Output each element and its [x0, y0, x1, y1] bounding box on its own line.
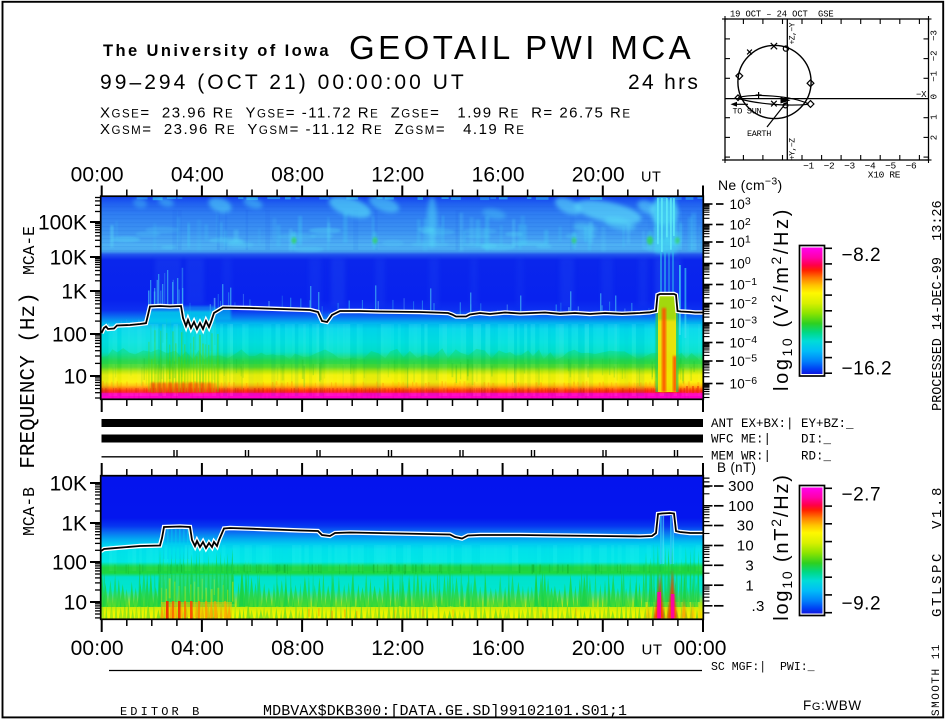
svg-text:00:00: 00:00: [71, 164, 124, 187]
svg-text:MCA-B: MCA-B: [20, 487, 39, 536]
svg-text:100: 100: [52, 323, 87, 346]
svg-text:EDITOR B: EDITOR B: [120, 705, 202, 719]
svg-text:04:00: 04:00: [171, 164, 224, 187]
svg-text:100K: 100K: [38, 211, 87, 234]
svg-text:SMOOTH 11: SMOOTH 11: [931, 643, 943, 716]
svg-text:−4: −4: [865, 161, 876, 172]
svg-text:1: 1: [930, 114, 940, 119]
svg-text:−2: −2: [824, 161, 835, 172]
svg-text:0: 0: [930, 94, 940, 99]
svg-text:300: 300: [728, 478, 754, 495]
svg-text:−2.7: −2.7: [842, 485, 882, 506]
svg-text:MEM WR:| RD:_: MEM WR:| RD:_: [711, 450, 832, 464]
svg-text:X10 RE: X10 RE: [868, 170, 901, 181]
svg-text:08:00: 08:00: [271, 637, 324, 660]
svg-text:16:00: 16:00: [472, 164, 525, 187]
svg-text:24 hrs: 24 hrs: [628, 71, 700, 94]
svg-text:1K: 1K: [61, 280, 87, 303]
svg-text:FG:WBW: FG:WBW: [803, 698, 862, 713]
svg-text:XGSM= 23.96 RE YGSM= -11.12: XGSM= 23.96 RE YGSM= -11.12 RE ZGSM= 4.1…: [100, 121, 525, 138]
svg-text:3: 3: [745, 558, 754, 575]
svg-text:MCA-E: MCA-E: [20, 226, 39, 275]
svg-text:PROCESSED 14-DEC-99 13:26: PROCESSED 14-DEC-99 13:26: [931, 200, 945, 411]
svg-text:EARTH: EARTH: [747, 129, 771, 139]
svg-text:30: 30: [737, 518, 754, 535]
svg-text:.3: .3: [752, 598, 765, 615]
svg-text:log10 (nT2/Hz): log10 (nT2/Hz): [768, 473, 795, 621]
svg-text:−9.2: −9.2: [842, 594, 882, 615]
svg-text:16:00: 16:00: [472, 637, 525, 660]
svg-text:12:00: 12:00: [371, 637, 424, 660]
svg-text:−5: −5: [885, 161, 896, 172]
svg-text:−3: −3: [930, 30, 940, 41]
svg-text:20:00: 20:00: [572, 164, 625, 187]
svg-text:−16.2: −16.2: [842, 358, 893, 379]
svg-text:B (nT): B (nT): [717, 460, 756, 475]
svg-text:−2: −2: [930, 50, 940, 61]
svg-text:99–294 (OCT 21) 00:00:00 UT: 99–294 (OCT 21) 00:00:00 UT: [100, 71, 467, 94]
svg-text:10K: 10K: [50, 472, 87, 495]
svg-text:08:00: 08:00: [271, 164, 324, 187]
svg-text:GTLSPC V1.8: GTLSPC V1.8: [930, 485, 945, 617]
svg-text:10: 10: [737, 538, 754, 555]
svg-text:00:00: 00:00: [673, 637, 726, 660]
svg-text:20:00: 20:00: [572, 637, 625, 660]
svg-text:−6: −6: [906, 161, 917, 172]
svg-text:−X: −X: [916, 90, 927, 100]
svg-text:MDBVAX$DKB300:[DATA.GE.SD]9910: MDBVAX$DKB300:[DATA.GE.SD]99102101.S01;1: [263, 703, 627, 720]
svg-text:−1: −1: [803, 161, 814, 172]
svg-text:SC MGF:| PWI:_: SC MGF:| PWI:_: [711, 661, 815, 674]
svg-text:The University of Iowa: The University of Iowa: [103, 42, 331, 60]
svg-text:1K: 1K: [61, 512, 87, 535]
svg-text:2: 2: [930, 135, 940, 140]
svg-text:+Z,−Y: +Z,−Y: [789, 22, 798, 44]
svg-text:00:00: 00:00: [71, 637, 124, 660]
svg-text:−3: −3: [844, 161, 855, 172]
svg-text:10: 10: [64, 591, 87, 614]
svg-text:UT: UT: [642, 642, 663, 659]
svg-text:19 OCT – 24 OCT GSE: 19 OCT – 24 OCT GSE: [730, 10, 834, 20]
svg-text:TO SUN: TO SUN: [733, 107, 762, 117]
svg-text:−1: −1: [930, 71, 940, 82]
svg-text:+Y,−Z: +Y,−Z: [789, 138, 798, 160]
svg-text:UT: UT: [641, 170, 661, 186]
svg-text:10K: 10K: [50, 246, 87, 269]
svg-text:1: 1: [745, 577, 754, 594]
svg-text:100: 100: [52, 551, 87, 574]
svg-text:GEOTAIL PWI MCA: GEOTAIL PWI MCA: [349, 29, 694, 66]
svg-text:XGSE= 23.96 RE YGSE= -11.72: XGSE= 23.96 RE YGSE= -11.72 RE ZGSE= 1.9…: [100, 105, 632, 122]
svg-text:12:00: 12:00: [371, 164, 424, 187]
svg-text:ANT EX+BX:| EY+BZ:_: ANT EX+BX:| EY+BZ:_: [711, 417, 854, 431]
svg-text:−8.2: −8.2: [842, 245, 882, 266]
svg-text:10: 10: [64, 365, 87, 388]
svg-text:FREQUENCY (Hz): FREQUENCY (Hz): [18, 292, 41, 468]
svg-text:04:00: 04:00: [171, 637, 224, 660]
svg-text:100: 100: [728, 498, 754, 515]
svg-text:WFC ME:| DI:_: WFC ME:| DI:_: [711, 433, 832, 447]
